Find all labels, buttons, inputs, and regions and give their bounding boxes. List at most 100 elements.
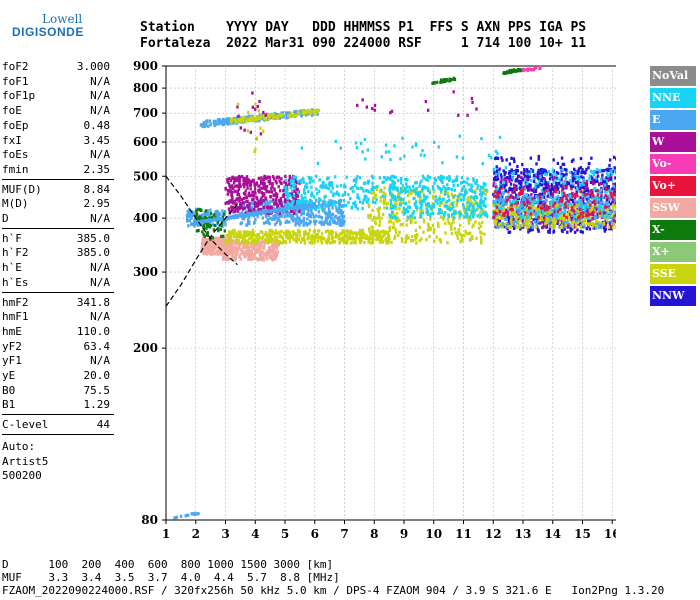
echo-point <box>302 223 305 227</box>
logo-line2: DIGISONDE <box>12 25 84 39</box>
echo-point <box>527 225 531 229</box>
echo-point <box>229 178 233 183</box>
echo-point <box>263 243 266 247</box>
echo-point <box>508 162 512 166</box>
echo-point <box>339 210 342 214</box>
echo-point <box>442 185 445 189</box>
echo-point <box>263 252 267 256</box>
echo-point <box>371 188 375 192</box>
echo-point <box>315 187 318 191</box>
echo-point <box>211 247 214 252</box>
param-row: B0 75.5 <box>2 384 110 398</box>
echo-point <box>469 202 472 206</box>
echo-point <box>233 199 236 203</box>
echo-point <box>293 182 297 187</box>
echo-point <box>234 184 237 188</box>
echo-point <box>581 193 584 197</box>
echo-point <box>405 219 408 223</box>
echo-point <box>547 220 550 224</box>
plot-frame <box>165 65 616 521</box>
echo-point <box>273 253 277 257</box>
echo-point <box>517 212 520 217</box>
echo-point <box>269 199 272 203</box>
x-tick-label: 7 <box>340 527 348 540</box>
echo-point <box>535 222 538 227</box>
echo-point <box>446 218 450 222</box>
echo-point <box>272 238 275 242</box>
y-tick-label: 800 <box>133 81 158 95</box>
echo-point <box>579 224 583 228</box>
echo-point <box>555 176 558 180</box>
echo-point <box>349 186 352 191</box>
echo-point <box>453 188 456 192</box>
echo-point <box>475 181 478 186</box>
echo-point <box>289 235 292 239</box>
echo-point <box>299 178 302 183</box>
echo-point <box>482 188 486 192</box>
echo-point <box>599 188 603 192</box>
echo-point <box>536 196 539 200</box>
echo-point <box>493 219 496 223</box>
echo-point <box>291 203 294 207</box>
echo-point <box>201 236 205 240</box>
echo-point <box>605 187 608 191</box>
echo-point <box>572 179 575 183</box>
echo-point <box>217 238 221 242</box>
echo-point <box>452 218 455 222</box>
echo-point <box>239 248 243 252</box>
echo-point <box>595 167 599 172</box>
echo-point <box>246 247 249 252</box>
param-name: M(D) <box>2 197 29 211</box>
echo-point <box>190 221 193 226</box>
echo-point <box>494 184 498 189</box>
echo-point <box>397 192 401 196</box>
echo-point <box>229 189 232 194</box>
echo-point <box>385 202 388 206</box>
echo-point <box>233 229 237 233</box>
echo-point <box>534 181 537 186</box>
echo-point <box>509 194 513 198</box>
echo-point <box>609 211 612 215</box>
echo-point <box>431 185 435 189</box>
echo-point <box>590 190 593 194</box>
echo-point <box>295 181 299 185</box>
echo-point <box>252 194 256 198</box>
echo-point <box>574 220 577 224</box>
echo-point <box>228 199 231 203</box>
echo-point <box>588 177 591 181</box>
echo-point <box>549 208 553 212</box>
echo-point <box>360 235 364 239</box>
echo-point <box>505 210 509 214</box>
echo-point <box>388 185 392 190</box>
echo-point <box>581 220 585 224</box>
echo-point <box>274 229 278 233</box>
echo-point <box>371 241 374 245</box>
echo-point <box>555 204 558 208</box>
echo-point <box>223 238 226 242</box>
echo-point <box>525 197 528 201</box>
echo-point <box>577 184 580 189</box>
echo-point <box>467 183 471 187</box>
echo-point <box>256 258 260 262</box>
echo-point <box>570 176 574 180</box>
echo-point <box>244 196 247 200</box>
echo-point <box>517 207 521 211</box>
echo-point <box>367 197 370 201</box>
echo-point <box>570 208 573 212</box>
echo-point <box>610 190 613 194</box>
param-value: 63.4 <box>83 339 111 353</box>
echo-point <box>573 196 577 200</box>
echo-point <box>237 193 241 197</box>
echo-point <box>579 196 582 200</box>
echo-point <box>260 191 264 195</box>
echo-point <box>209 208 212 212</box>
echo-point <box>494 190 497 194</box>
echo-point <box>272 214 275 218</box>
echo-point <box>515 178 518 182</box>
echo-point <box>483 213 486 217</box>
echo-point <box>310 191 314 195</box>
echo-point <box>257 176 261 181</box>
echo-point <box>322 184 326 188</box>
echo-point <box>422 185 426 189</box>
echo-point <box>582 191 585 195</box>
